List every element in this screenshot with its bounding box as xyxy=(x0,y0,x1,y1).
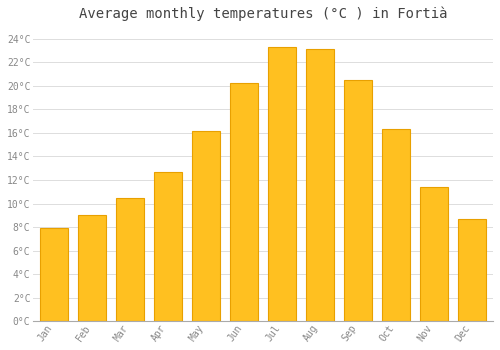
Bar xyxy=(458,219,486,322)
Bar xyxy=(78,215,106,322)
Bar xyxy=(40,228,68,322)
Bar xyxy=(268,47,296,322)
Bar xyxy=(306,49,334,322)
Bar xyxy=(154,172,182,322)
Bar xyxy=(192,131,220,322)
Bar xyxy=(344,80,372,322)
Bar xyxy=(230,83,258,322)
Bar xyxy=(382,130,410,322)
Bar xyxy=(420,187,448,322)
Title: Average monthly temperatures (°C ) in Fortià: Average monthly temperatures (°C ) in Fo… xyxy=(79,7,448,21)
Bar xyxy=(116,198,144,322)
